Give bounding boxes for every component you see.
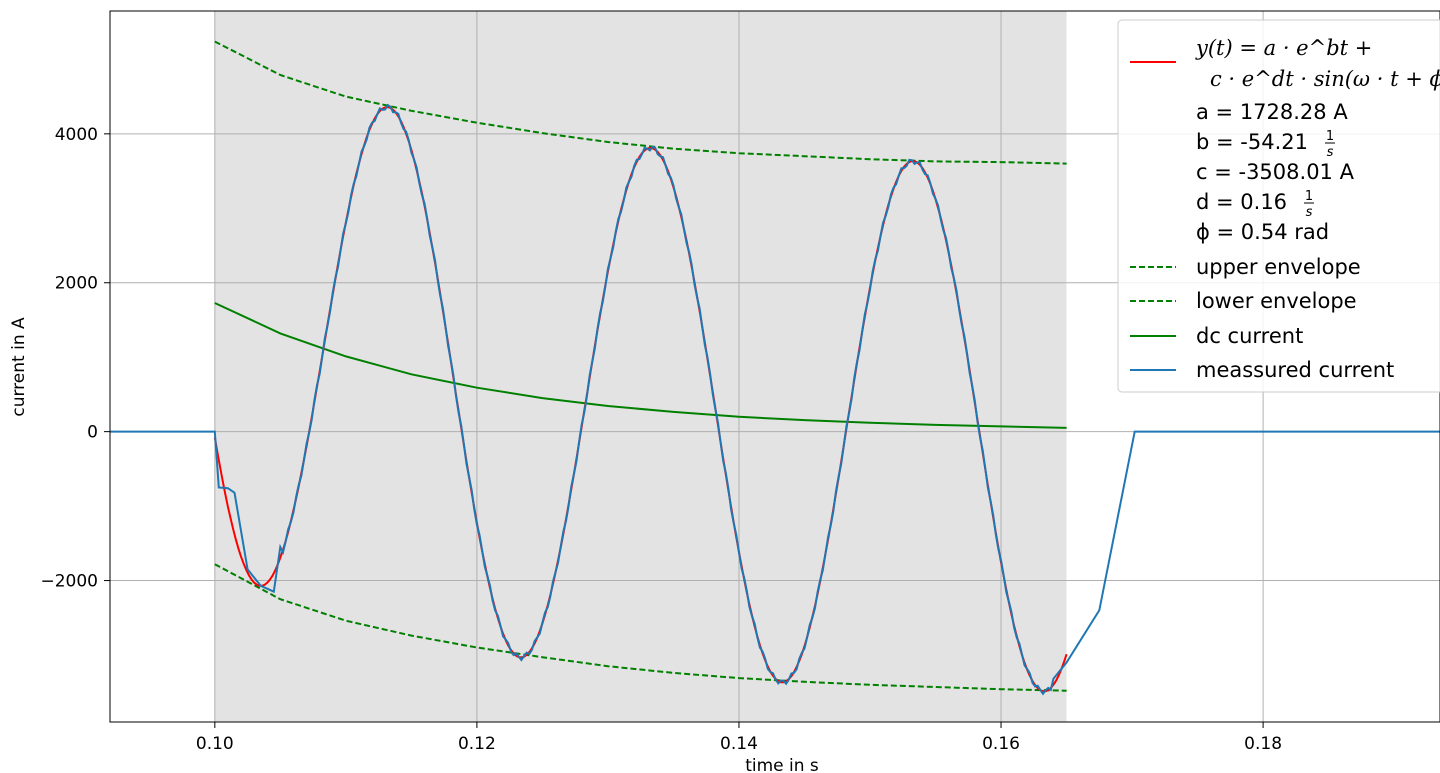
legend-param-b-unit-num: 1	[1326, 129, 1334, 144]
legend-formula-line1: y(t) = a · e^bt +	[1195, 36, 1372, 60]
y-axis-label: current in A	[9, 317, 29, 417]
y-tick-label: 4000	[55, 125, 98, 145]
legend-label-measured-current: meassured current	[1196, 358, 1394, 382]
legend-label-upper-envelope: upper envelope	[1196, 255, 1361, 279]
legend-param-b-unit-den: s	[1327, 145, 1334, 160]
legend: y(t) = a · e^bt + c · e^dt · sin(ω · t +…	[1118, 20, 1440, 392]
x-tick-label: 0.10	[196, 734, 234, 754]
legend-label-lower-envelope: lower envelope	[1196, 289, 1357, 313]
y-tick-label: 0	[87, 423, 98, 443]
x-tick-label: 0.18	[1244, 734, 1282, 754]
legend-param-d-unit-den: s	[1306, 205, 1313, 220]
legend-param-b: b = -54.21	[1196, 130, 1308, 154]
x-tick-label: 0.12	[458, 734, 496, 754]
legend-param-d: d = 0.16	[1196, 190, 1287, 214]
legend-param-phi: ϕ = 0.54 rad	[1196, 220, 1329, 244]
fit-region	[215, 11, 1067, 722]
legend-param-d-unit-num: 1	[1305, 189, 1313, 204]
legend-param-a: a = 1728.28 A	[1196, 100, 1348, 124]
x-tick-label: 0.16	[982, 734, 1020, 754]
y-tick-label: 2000	[55, 274, 98, 294]
x-axis-label: time in s	[745, 756, 819, 773]
legend-label-dc-current: dc current	[1196, 324, 1303, 348]
x-tick-label: 0.14	[720, 734, 758, 754]
legend-param-c: c = -3508.01 A	[1196, 160, 1355, 184]
y-tick-label: −2000	[40, 572, 98, 592]
legend-formula-line2: c · e^dt · sin(ω · t + ϕ)	[1210, 67, 1440, 91]
